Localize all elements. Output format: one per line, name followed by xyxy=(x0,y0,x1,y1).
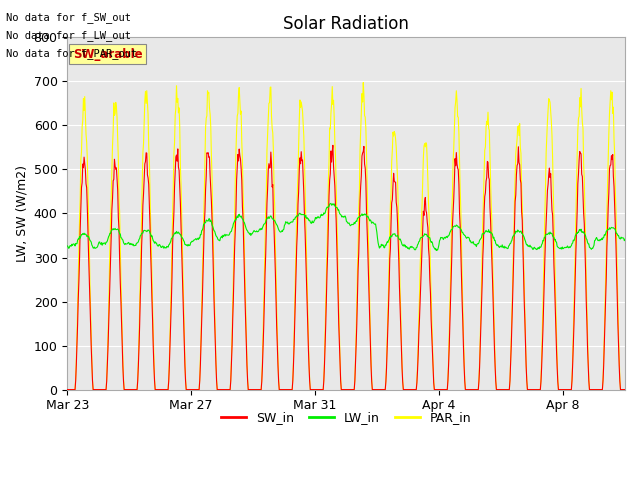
Legend: SW_in, LW_in, PAR_in: SW_in, LW_in, PAR_in xyxy=(216,406,476,429)
Y-axis label: LW, SW (W/m2): LW, SW (W/m2) xyxy=(15,165,28,262)
Text: No data for f_SW_out: No data for f_SW_out xyxy=(6,12,131,23)
Text: No data for f_PAR_out: No data for f_PAR_out xyxy=(6,48,138,60)
Text: SW_arable: SW_arable xyxy=(73,48,143,61)
Title: Solar Radiation: Solar Radiation xyxy=(284,15,409,33)
Text: No data for f_LW_out: No data for f_LW_out xyxy=(6,30,131,41)
